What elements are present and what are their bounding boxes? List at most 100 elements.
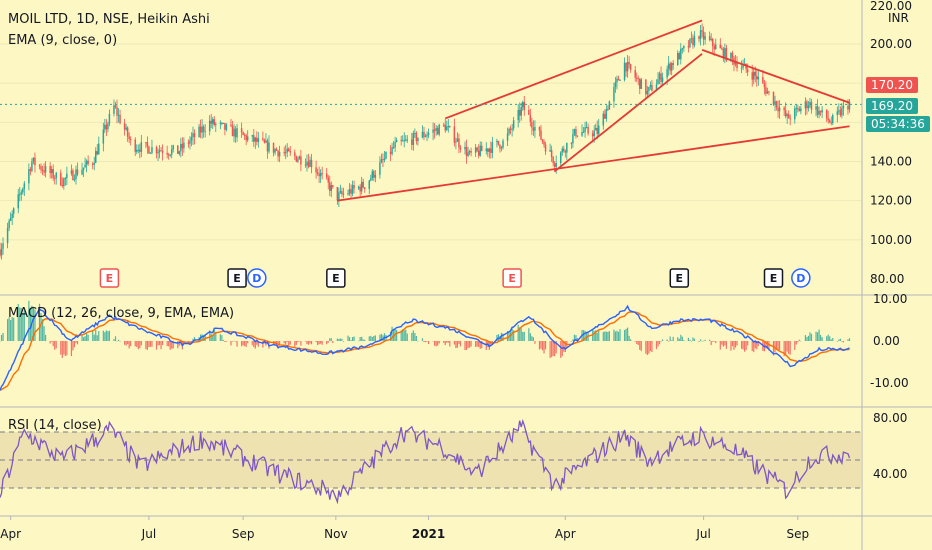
candle-body — [265, 140, 267, 143]
candle-body — [275, 149, 278, 151]
earnings-marker — [99, 268, 120, 288]
macd-histogram-bar — [520, 328, 522, 341]
candle-body — [172, 145, 174, 150]
macd-histogram-bar — [403, 330, 405, 341]
candle-body — [842, 105, 845, 109]
macd-histogram-bar — [582, 330, 585, 341]
candle-body — [385, 151, 387, 159]
macd-histogram-bar — [279, 341, 281, 346]
candle-body — [254, 137, 257, 142]
candle-body — [661, 77, 664, 82]
candle-body — [383, 158, 386, 161]
macd-histogram-bar — [44, 334, 47, 341]
earnings-marker — [227, 268, 247, 288]
macd-histogram-bar — [193, 337, 196, 341]
macd-histogram-bar — [17, 304, 19, 341]
candle-body — [597, 125, 600, 134]
price-tick-label: 220.00 — [870, 0, 912, 13]
currency-label[interactable]: INR — [888, 11, 909, 25]
macd-histogram-bar — [570, 341, 572, 342]
macd-histogram-bar — [648, 341, 650, 354]
candle-body — [12, 208, 15, 214]
macd-histogram-bar — [575, 335, 577, 341]
time-tick-label: Apr — [0, 527, 21, 541]
macd-histogram-bar — [139, 341, 141, 349]
candle-body — [447, 126, 450, 128]
candle-body — [449, 126, 451, 128]
macd-histogram-bar — [254, 341, 256, 349]
time-axis[interactable]: Apr Jul Sep Nov 2021 Apr Jul Sep — [0, 516, 809, 541]
candle-body — [310, 159, 313, 168]
candle-body — [649, 84, 652, 88]
macd-histogram-bar — [543, 341, 545, 354]
candle-body — [458, 138, 460, 148]
time-tick-label: 2021 — [412, 527, 445, 541]
macd-legend[interactable]: MACD (12, 26, close, 9, EMA, EMA) — [8, 306, 235, 321]
candle-body — [412, 133, 415, 145]
candle-body — [309, 159, 311, 167]
candle-body — [640, 79, 643, 89]
candle-body — [540, 130, 542, 140]
rsi-scale[interactable]: 80.00 40.00 — [873, 411, 907, 481]
macd-histogram-bar — [155, 341, 158, 350]
macd-histogram-bar — [572, 339, 574, 341]
candle-body — [231, 125, 234, 137]
candle-body — [467, 152, 469, 156]
earnings-marker-label: E — [508, 272, 516, 285]
macd-histogram-bar — [11, 316, 13, 341]
macd-histogram-bar — [96, 335, 98, 341]
macd-histogram-bar — [532, 337, 534, 341]
rsi-legend[interactable]: RSI (14, close) — [8, 418, 102, 433]
macd-histogram-bar — [145, 341, 147, 350]
candle-body — [224, 122, 226, 130]
macd-histogram-bar — [318, 341, 320, 345]
candle-body — [754, 71, 757, 76]
candle-body — [190, 137, 193, 141]
macd-histogram-bar — [625, 328, 627, 341]
candle-body — [170, 149, 173, 155]
candle-body — [809, 101, 811, 106]
candle-body — [508, 128, 510, 134]
candle-body — [0, 249, 1, 256]
candle-body — [66, 173, 68, 179]
candle-body — [149, 152, 152, 154]
candle-body — [766, 91, 769, 94]
candle-body — [336, 187, 339, 201]
candle-body — [136, 149, 138, 152]
candle-body — [774, 101, 776, 105]
candle-body — [538, 126, 541, 131]
candle-body — [319, 173, 322, 177]
macd-histogram-bar — [93, 334, 95, 341]
candle-body — [570, 142, 573, 144]
candle-body — [73, 179, 76, 181]
macd-scale[interactable]: 10.00 0.00 -10.00 — [870, 292, 909, 390]
dividend-marker — [791, 268, 811, 288]
macd-histogram-bar — [347, 335, 349, 341]
macd-histogram-bar — [289, 341, 291, 345]
macd-histogram-bar — [734, 341, 737, 348]
candle-body — [821, 109, 823, 113]
macd-histogram-bar — [61, 341, 63, 358]
trendlines[interactable] — [337, 19, 850, 202]
macd-histogram-bar — [22, 312, 24, 341]
candle-body — [189, 140, 191, 144]
earnings-marker-label: E — [106, 272, 114, 285]
candle-body — [357, 186, 360, 189]
candle-body — [827, 118, 829, 121]
candle-body — [181, 143, 184, 149]
candle-body — [832, 115, 834, 124]
macd-histogram-bar — [224, 341, 226, 342]
macd-histogram-bar — [772, 341, 775, 356]
price-tick-label: 140.00 — [870, 155, 912, 169]
candle-body — [49, 166, 51, 174]
macd-histogram-bar — [719, 341, 721, 350]
candle-body — [459, 147, 462, 150]
ema-legend[interactable]: EMA (9, close, 0) — [8, 33, 118, 48]
candle-body — [629, 64, 632, 71]
macd-histogram-bar — [797, 341, 799, 343]
candle-body — [283, 152, 285, 154]
candle-body — [794, 108, 796, 120]
candle-body — [561, 148, 564, 153]
